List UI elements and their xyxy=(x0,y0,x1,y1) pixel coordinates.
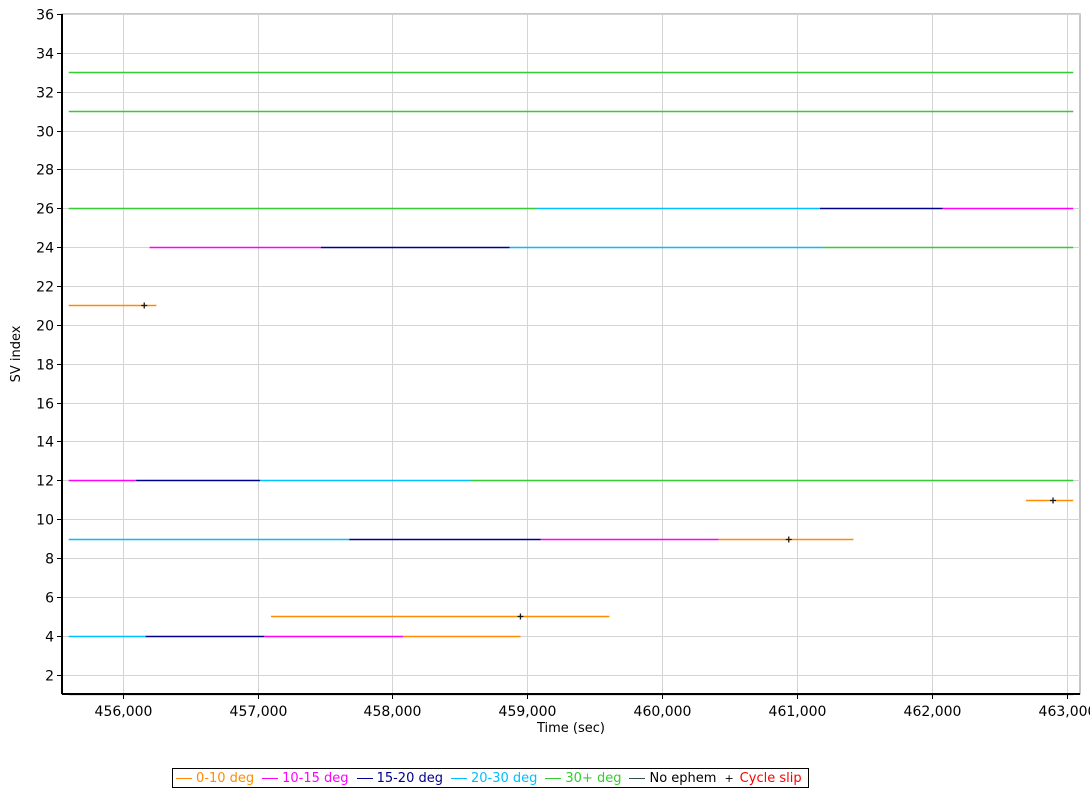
legend-swatch xyxy=(629,777,646,779)
axes xyxy=(57,14,1080,699)
x-tick-label: 459,000 xyxy=(499,704,557,720)
y-tick-label: 22 xyxy=(36,280,54,296)
legend-item: No ephem xyxy=(629,771,716,786)
legend-item: 20-30 deg xyxy=(450,770,538,786)
y-tick-label: 2 xyxy=(45,669,54,685)
x-tick-label: 460,000 xyxy=(634,704,692,720)
y-tick-label: 26 xyxy=(36,202,54,218)
legend-label: 0-10 deg xyxy=(196,770,255,786)
legend-item: 30+ deg xyxy=(545,771,621,786)
x-tick-label: 462,000 xyxy=(904,704,962,720)
legend-label: 30+ deg xyxy=(565,770,622,786)
y-tick-label: 32 xyxy=(36,86,54,102)
x-tick-label: 456,000 xyxy=(95,704,153,720)
legend-swatch xyxy=(545,777,562,779)
plot-area xyxy=(61,13,1081,695)
legend-label: Cycle slip xyxy=(739,770,802,786)
y-axis-title: SV index xyxy=(9,325,24,382)
legend-label: No ephem xyxy=(649,770,717,786)
legend-swatch xyxy=(450,777,467,779)
y-tick-label: 30 xyxy=(36,125,54,141)
cycle-slip-layer xyxy=(141,302,1057,620)
legend-item: 15-20 deg xyxy=(356,770,443,786)
legend-item: + Cycle slip xyxy=(724,771,801,786)
cycle-slip-marker xyxy=(517,613,524,620)
legend-label: 15-20 deg xyxy=(376,770,443,786)
x-axis-title: Time (sec) xyxy=(536,721,605,736)
y-tick-label: 16 xyxy=(36,397,54,413)
y-tick-label: 10 xyxy=(36,513,54,529)
x-tick-label: 463,000 xyxy=(1039,704,1090,720)
cycle-slip-marker xyxy=(141,302,148,309)
legend-item: 10-15 deg xyxy=(262,770,349,786)
y-tick-label: 28 xyxy=(36,163,54,179)
cycle-slip-marker xyxy=(785,536,792,543)
legend-swatch xyxy=(176,777,192,779)
legend-swatch xyxy=(356,777,373,779)
legend: 0-10 deg 10-15 deg 15-20 deg 20-30 deg 30+ d… xyxy=(172,768,809,788)
grid xyxy=(61,13,1081,695)
y-tick-label: 14 xyxy=(36,435,54,451)
y-tick-label: 4 xyxy=(45,630,54,646)
y-tick-label: 20 xyxy=(36,319,54,335)
legend-plus-marker: + xyxy=(724,771,734,785)
legend-label: 10-15 deg xyxy=(282,770,349,786)
y-tick-label: 36 xyxy=(36,8,54,24)
y-tick-label: 8 xyxy=(45,552,54,568)
cycle-slip-marker xyxy=(1050,497,1057,504)
tick-labels: 456,000 457,000 458,000 459,000 460,000 461,0… xyxy=(36,8,1090,721)
y-tick-label: 12 xyxy=(36,474,54,490)
legend-swatch xyxy=(262,777,279,779)
y-tick-label: 6 xyxy=(45,591,54,607)
legend-item: 0-10 deg xyxy=(176,771,254,786)
x-tick-label: 458,000 xyxy=(364,704,422,720)
x-tick-label: 461,000 xyxy=(769,704,827,720)
legend-label: 20-30 deg xyxy=(470,770,538,786)
x-tick-label: 457,000 xyxy=(230,704,288,720)
y-tick-label: 24 xyxy=(36,241,54,257)
y-tick-label: 34 xyxy=(36,47,54,63)
y-tick-label: 18 xyxy=(36,358,54,374)
